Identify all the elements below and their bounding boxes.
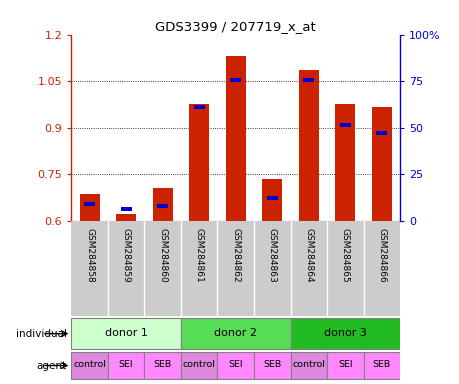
- Bar: [107, 353, 144, 379]
- Text: SEB: SEB: [372, 361, 390, 369]
- Bar: [363, 353, 399, 379]
- Bar: [71, 353, 107, 379]
- Bar: [266, 196, 277, 200]
- Bar: [290, 318, 399, 349]
- Bar: [193, 106, 204, 109]
- Bar: [180, 353, 217, 379]
- Bar: [290, 353, 326, 379]
- Text: control: control: [182, 361, 215, 369]
- Text: agent: agent: [37, 361, 67, 371]
- Bar: [371, 108, 391, 221]
- Text: GSM284863: GSM284863: [267, 228, 276, 283]
- Bar: [157, 204, 168, 208]
- Text: control: control: [73, 361, 106, 369]
- Bar: [180, 318, 290, 349]
- Bar: [84, 202, 95, 205]
- Bar: [79, 194, 100, 221]
- Bar: [225, 56, 245, 221]
- Bar: [253, 353, 290, 379]
- Bar: [116, 214, 136, 221]
- Bar: [152, 188, 172, 221]
- Text: donor 2: donor 2: [214, 328, 257, 338]
- Text: GSM284858: GSM284858: [85, 228, 94, 283]
- Bar: [71, 318, 180, 349]
- Title: GDS3399 / 207719_x_at: GDS3399 / 207719_x_at: [155, 20, 315, 33]
- Text: donor 1: donor 1: [105, 328, 147, 338]
- Text: control: control: [292, 361, 325, 369]
- Text: SEB: SEB: [153, 361, 171, 369]
- Text: GSM284862: GSM284862: [231, 228, 240, 283]
- Text: GSM284861: GSM284861: [194, 228, 203, 283]
- Bar: [339, 123, 350, 127]
- Bar: [189, 104, 209, 221]
- Bar: [217, 353, 253, 379]
- Text: GSM284864: GSM284864: [304, 228, 313, 283]
- Bar: [375, 131, 386, 135]
- Bar: [262, 179, 282, 221]
- Bar: [144, 353, 180, 379]
- Text: SEI: SEI: [337, 361, 352, 369]
- Bar: [335, 104, 355, 221]
- Text: GSM284860: GSM284860: [158, 228, 167, 283]
- Text: SEI: SEI: [118, 361, 133, 369]
- Text: SEI: SEI: [228, 361, 242, 369]
- Bar: [302, 78, 313, 81]
- Text: GSM284865: GSM284865: [340, 228, 349, 283]
- Bar: [230, 78, 241, 81]
- Bar: [120, 207, 131, 211]
- Bar: [326, 353, 363, 379]
- Text: GSM284859: GSM284859: [121, 228, 130, 283]
- Text: donor 3: donor 3: [323, 328, 366, 338]
- Text: individual: individual: [16, 329, 67, 339]
- Text: GSM284866: GSM284866: [376, 228, 386, 283]
- Bar: [298, 70, 318, 221]
- Text: SEB: SEB: [263, 361, 281, 369]
